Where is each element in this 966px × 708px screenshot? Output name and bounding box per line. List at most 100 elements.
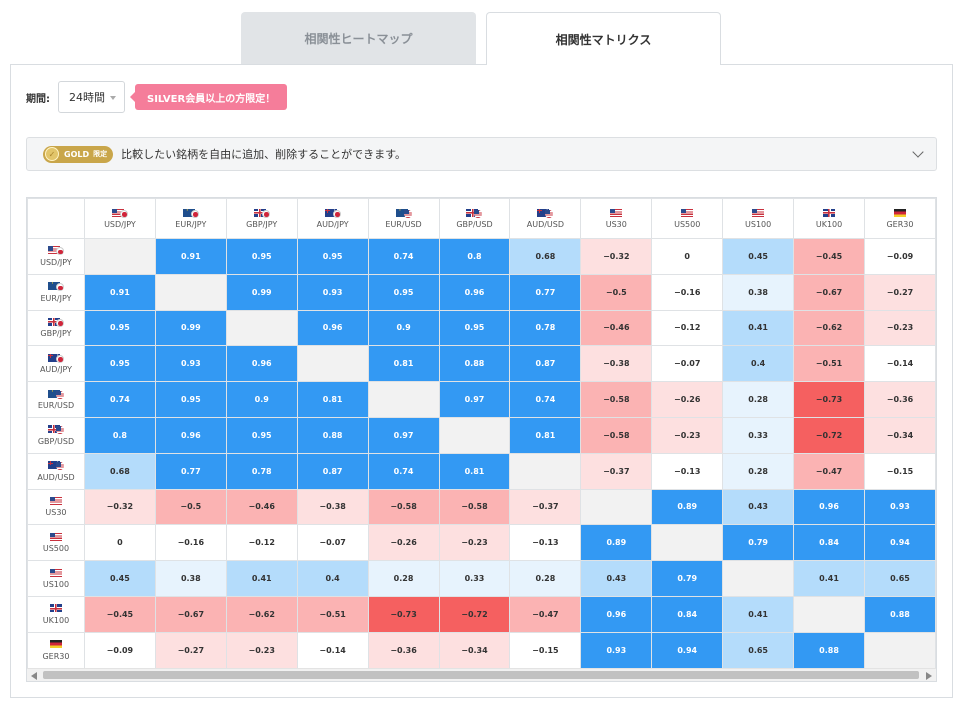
diagonal-cell bbox=[793, 595, 865, 633]
de-flag-icon bbox=[49, 640, 62, 649]
correlation-cell: 0.95 bbox=[225, 238, 298, 275]
matrix-row: GBP/USD 0.8 0.96 0.95 0.88 0.97 0.81 −0.58 −0.23… bbox=[27, 416, 936, 454]
symbol-label: US100 bbox=[745, 220, 772, 229]
correlation-cell: 0.96 bbox=[580, 595, 653, 633]
correlation-cell: 0.74 bbox=[509, 381, 582, 418]
correlation-matrix: USD/JPY EUR/JPY GBP/JPY AUD/JPY EUR/USD GBP/U… bbox=[26, 197, 937, 682]
column-header[interactable]: US100 bbox=[722, 198, 795, 239]
row-header[interactable]: AUD/USD bbox=[27, 452, 85, 490]
correlation-cell: −0.38 bbox=[580, 345, 653, 383]
symbol-label: EUR/USD bbox=[385, 220, 422, 229]
symbol-label: US30 bbox=[605, 220, 627, 229]
correlation-cell: −0.09 bbox=[83, 631, 156, 669]
column-header[interactable]: USD/JPY bbox=[83, 198, 156, 239]
diagonal-cell bbox=[580, 488, 653, 526]
row-header[interactable]: EUR/USD bbox=[27, 381, 85, 418]
us-flag-icon bbox=[111, 208, 124, 217]
correlation-cell: −0.72 bbox=[438, 595, 511, 633]
correlation-cell: 0.84 bbox=[651, 595, 724, 633]
tab-correlation-matrix[interactable]: 相関性マトリクス bbox=[486, 12, 721, 65]
row-header[interactable]: USD/JPY bbox=[27, 238, 85, 275]
column-header[interactable]: AUD/JPY bbox=[296, 198, 369, 239]
gb-flag-icon bbox=[47, 317, 60, 326]
diagonal-cell bbox=[651, 524, 724, 562]
correlation-cell: −0.16 bbox=[651, 273, 724, 311]
correlation-cell: −0.23 bbox=[651, 416, 724, 454]
correlation-cell: −0.67 bbox=[154, 595, 227, 633]
correlation-cell: 0.28 bbox=[509, 560, 582, 597]
correlation-cell: −0.07 bbox=[296, 524, 369, 562]
correlation-cell: −0.26 bbox=[367, 524, 440, 562]
correlation-cell: 0.78 bbox=[225, 452, 298, 490]
column-header[interactable]: GBP/USD bbox=[438, 198, 511, 239]
correlation-cell: 0.89 bbox=[651, 488, 724, 526]
scroll-left-icon[interactable] bbox=[31, 672, 37, 680]
period-row: 期間: 24時間 SILVER会員以上の方限定！ bbox=[26, 81, 288, 113]
correlation-cell: 0.97 bbox=[438, 381, 511, 418]
row-header[interactable]: GBP/JPY bbox=[27, 309, 85, 347]
symbol-label: UK100 bbox=[42, 615, 70, 625]
column-header[interactable]: US500 bbox=[651, 198, 724, 239]
jp-flag-icon bbox=[119, 209, 128, 218]
correlation-cell: 0.97 bbox=[367, 416, 440, 454]
us-flag-icon bbox=[49, 496, 62, 505]
correlation-cell: 0.93 bbox=[863, 488, 936, 526]
row-header[interactable]: UK100 bbox=[27, 595, 85, 633]
correlation-cell: −0.58 bbox=[580, 381, 653, 418]
us-flag-icon bbox=[681, 208, 694, 217]
correlation-cell: 0.79 bbox=[651, 560, 724, 597]
correlation-cell: 0.81 bbox=[367, 345, 440, 383]
jp-flag-icon bbox=[332, 209, 341, 218]
us-flag-icon bbox=[55, 426, 64, 435]
row-header[interactable]: GBP/USD bbox=[27, 416, 85, 454]
correlation-cell: 0.28 bbox=[722, 452, 795, 490]
correlation-cell: −0.07 bbox=[651, 345, 724, 383]
column-header[interactable]: AUD/USD bbox=[509, 198, 582, 239]
scroll-right-icon[interactable] bbox=[926, 672, 932, 680]
correlation-cell: 0.77 bbox=[509, 273, 582, 311]
correlation-cell: 0.96 bbox=[793, 488, 865, 526]
correlation-cell: −0.34 bbox=[863, 416, 936, 454]
row-header[interactable]: US30 bbox=[27, 488, 85, 526]
correlation-cell: −0.16 bbox=[154, 524, 227, 562]
row-header[interactable]: US500 bbox=[27, 524, 85, 562]
row-header[interactable]: US100 bbox=[27, 560, 85, 597]
row-header[interactable]: AUD/JPY bbox=[27, 345, 85, 383]
correlation-cell: −0.12 bbox=[651, 309, 724, 347]
correlation-cell: 0.9 bbox=[367, 309, 440, 347]
gb-flag-icon bbox=[47, 425, 60, 434]
horizontal-scrollbar[interactable] bbox=[27, 668, 936, 681]
row-header[interactable]: EUR/JPY bbox=[27, 273, 85, 311]
diagonal-cell bbox=[154, 273, 227, 311]
correlation-cell: 0.95 bbox=[154, 381, 227, 418]
row-header[interactable]: GER30 bbox=[27, 631, 85, 669]
correlation-cell: 0.87 bbox=[509, 345, 582, 383]
correlation-cell: 0.94 bbox=[651, 631, 724, 669]
correlation-cell: 0 bbox=[651, 238, 724, 275]
correlation-cell: 0.68 bbox=[83, 452, 156, 490]
correlation-cell: −0.46 bbox=[225, 488, 298, 526]
us-flag-icon bbox=[752, 208, 765, 217]
correlation-cell: −0.45 bbox=[793, 238, 865, 275]
period-select[interactable]: 24時間 bbox=[58, 81, 125, 113]
column-header[interactable]: US30 bbox=[580, 198, 653, 239]
chevron-down-icon[interactable] bbox=[912, 146, 924, 158]
column-header[interactable]: GER30 bbox=[863, 198, 936, 239]
gb-flag-icon bbox=[49, 604, 62, 613]
gold-feature-bar[interactable]: ✓ GOLD 限定 比較したい銘柄を自由に追加、削除することができます。 bbox=[26, 137, 937, 171]
correlation-cell: 0.41 bbox=[225, 560, 298, 597]
us-flag-icon bbox=[610, 208, 623, 217]
matrix-row: US30 −0.32 −0.5 −0.46 −0.38 −0.58 −0.58 −0.37 0.… bbox=[27, 488, 936, 526]
correlation-cell: 0.96 bbox=[438, 273, 511, 311]
column-header[interactable]: GBP/JPY bbox=[225, 198, 298, 239]
scrollbar-thumb[interactable] bbox=[43, 671, 919, 679]
column-header[interactable]: EUR/JPY bbox=[154, 198, 227, 239]
correlation-cell: −0.58 bbox=[367, 488, 440, 526]
silver-members-badge: SILVER会員以上の方限定！ bbox=[129, 84, 288, 110]
symbol-label: GBP/JPY bbox=[40, 329, 72, 339]
column-header[interactable]: EUR/USD bbox=[367, 198, 440, 239]
correlation-cell: 0.88 bbox=[793, 631, 865, 669]
tab-correlation-heatmap[interactable]: 相関性ヒートマップ bbox=[241, 12, 476, 64]
us-flag-icon bbox=[49, 532, 62, 541]
column-header[interactable]: UK100 bbox=[793, 198, 865, 239]
